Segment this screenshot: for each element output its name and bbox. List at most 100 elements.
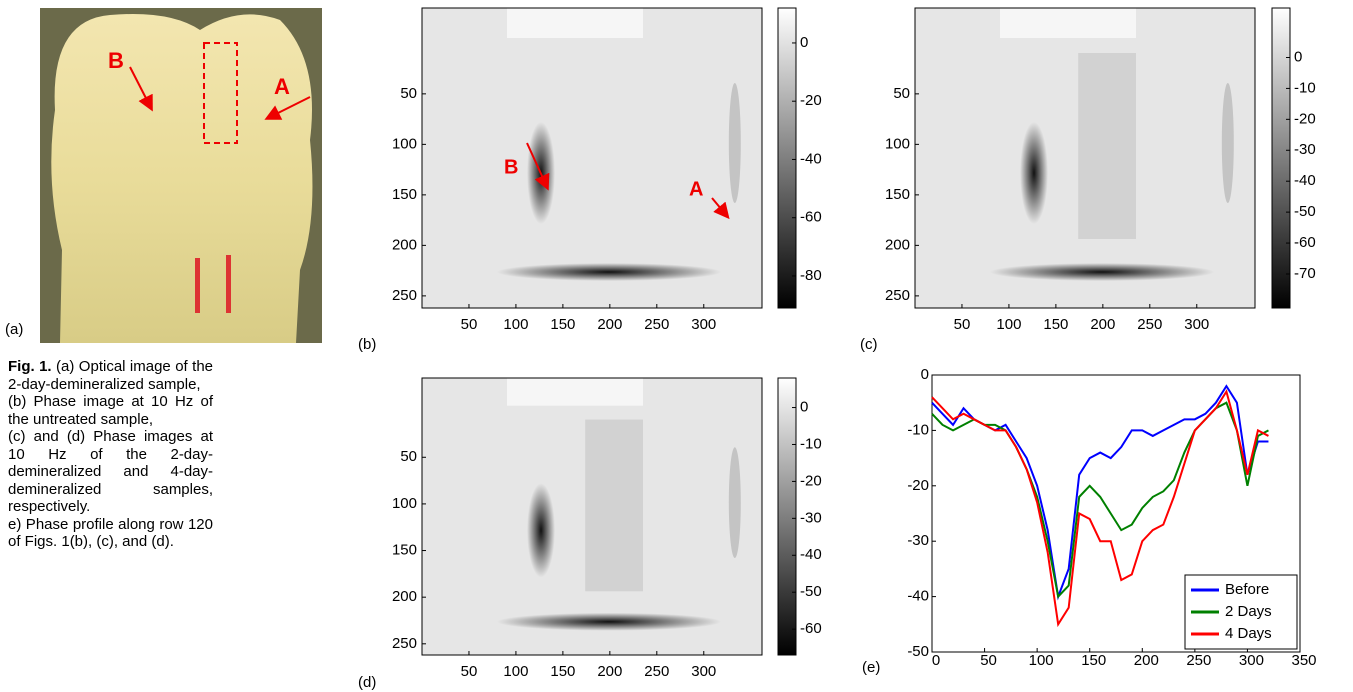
image-background: [422, 8, 762, 308]
y-tick-label: -40: [907, 588, 929, 605]
x-tick-label: 150: [550, 663, 575, 680]
colorbar-tick-label: -30: [800, 509, 822, 526]
x-tick-label: 150: [550, 316, 575, 333]
caption-label: Fig. 1.: [8, 358, 52, 375]
panel-label: (d): [358, 674, 376, 691]
y-tick-label: 150: [392, 186, 417, 203]
annotation: B: [504, 156, 518, 178]
caption-text: (a) Optical image of the 2-day-demineral…: [8, 358, 214, 393]
annotation-arrow: [711, 197, 730, 220]
annotation-arrow: [526, 142, 550, 191]
image-edge: [728, 83, 741, 203]
x-tick-label: 200: [1134, 652, 1159, 669]
image-top-band: [507, 8, 643, 38]
colorbar-tick-label: -60: [1294, 234, 1316, 251]
y-tick-label: 250: [885, 287, 910, 304]
panel-label: (b): [358, 336, 376, 353]
x-tick-label: 100: [503, 663, 528, 680]
colorbar-tick-label: -40: [800, 150, 822, 167]
caption-paragraph: e) Phase profile along row 120 of Figs. …: [8, 515, 213, 551]
x-tick-label: 100: [996, 316, 1021, 333]
colorbar-tick-label: -70: [1294, 265, 1316, 282]
annotation: A: [689, 178, 703, 200]
y-tick-label: -20: [907, 477, 929, 494]
colorbar: [777, 377, 797, 656]
colorbar: [777, 7, 797, 309]
caption-paragraph: Fig. 1. (a) Optical image of the 2-day-d…: [8, 358, 213, 393]
y-tick-label: 50: [400, 448, 417, 465]
x-tick-label: 0: [932, 652, 940, 669]
x-tick-label: 50: [954, 316, 971, 333]
y-tick-label: -10: [907, 421, 929, 438]
colorbar: [1271, 7, 1291, 309]
legend-label: Before: [1225, 581, 1269, 598]
image-dark-band: [989, 263, 1215, 281]
x-tick-label: 300: [691, 663, 716, 680]
y-tick-label: 100: [392, 135, 417, 152]
colorbar-tick-label: -20: [800, 472, 822, 489]
colorbar-tick-label: -50: [800, 583, 822, 600]
x-tick-label: 300: [1239, 652, 1264, 669]
image-frame: [421, 7, 763, 309]
image-edge: [728, 447, 741, 559]
phase-image: [421, 7, 763, 309]
colorbar-tick-label: -50: [1294, 203, 1316, 220]
legend-label: 2 Days: [1225, 603, 1272, 620]
y-tick-label: 200: [392, 588, 417, 605]
colorbar-tick-label: 0: [1294, 48, 1302, 65]
phase-image: [421, 377, 763, 656]
x-tick-label: 50: [980, 652, 997, 669]
colorbar-tick-label: -60: [800, 209, 822, 226]
image-edge: [1221, 83, 1234, 203]
colorbar-tick-label: -20: [1294, 110, 1316, 127]
x-tick-label: 350: [1291, 652, 1316, 669]
x-tick-label: 200: [597, 663, 622, 680]
y-tick-label: 250: [392, 635, 417, 652]
panel-label: (a): [5, 321, 23, 338]
marker-label: A: [274, 74, 290, 99]
image-frame: [914, 7, 1256, 309]
data-line: [931, 389, 1269, 628]
colorbar-tick-label: -20: [800, 92, 822, 109]
y-tick-label: 150: [392, 542, 417, 559]
x-tick-label: 200: [597, 316, 622, 333]
colorbar-tick-label: -30: [1294, 141, 1316, 158]
colorbar-tick-label: -80: [800, 267, 822, 284]
marker-label: B: [108, 48, 124, 73]
x-tick-label: 50: [461, 316, 478, 333]
x-tick-label: 150: [1081, 652, 1106, 669]
y-tick-label: -30: [907, 532, 929, 549]
colorbar-tick-label: -10: [800, 435, 822, 452]
image-top-band: [507, 378, 643, 406]
x-tick-label: 200: [1090, 316, 1115, 333]
colorbar-tick-label: -40: [1294, 172, 1316, 189]
x-tick-label: 50: [461, 663, 478, 680]
y-tick-label: 100: [392, 495, 417, 512]
x-tick-label: 250: [644, 316, 669, 333]
colorbar-tick-label: -10: [1294, 79, 1316, 96]
x-tick-label: 250: [1186, 652, 1211, 669]
y-tick-label: 200: [885, 236, 910, 253]
y-tick-label: 50: [400, 85, 417, 102]
x-tick-label: 300: [1184, 316, 1209, 333]
colorbar-tick-label: 0: [800, 34, 808, 51]
y-tick-label: 150: [885, 186, 910, 203]
image-top-band: [1000, 8, 1136, 38]
caption: Fig. 1. (a) Optical image of the 2-day-d…: [8, 358, 213, 551]
image-band: [1078, 53, 1136, 239]
x-tick-label: 250: [1137, 316, 1162, 333]
phase-image: [914, 7, 1256, 309]
legend-label: 4 Days: [1225, 625, 1272, 642]
x-tick-label: 250: [644, 663, 669, 680]
x-tick-label: 100: [503, 316, 528, 333]
x-tick-label: 100: [1029, 652, 1054, 669]
image-dark-spot: [527, 483, 555, 578]
colorbar-tick-label: -40: [800, 546, 822, 563]
caption-paragraph: (b) Phase image at 10 Hz of the untreate…: [8, 393, 213, 428]
y-tick-label: -50: [907, 643, 929, 660]
y-tick-label: 50: [893, 85, 910, 102]
caption-paragraph: (c) and (d) Phase images at 10 Hz of the…: [8, 428, 213, 515]
colorbar-tick-label: 0: [800, 399, 808, 416]
